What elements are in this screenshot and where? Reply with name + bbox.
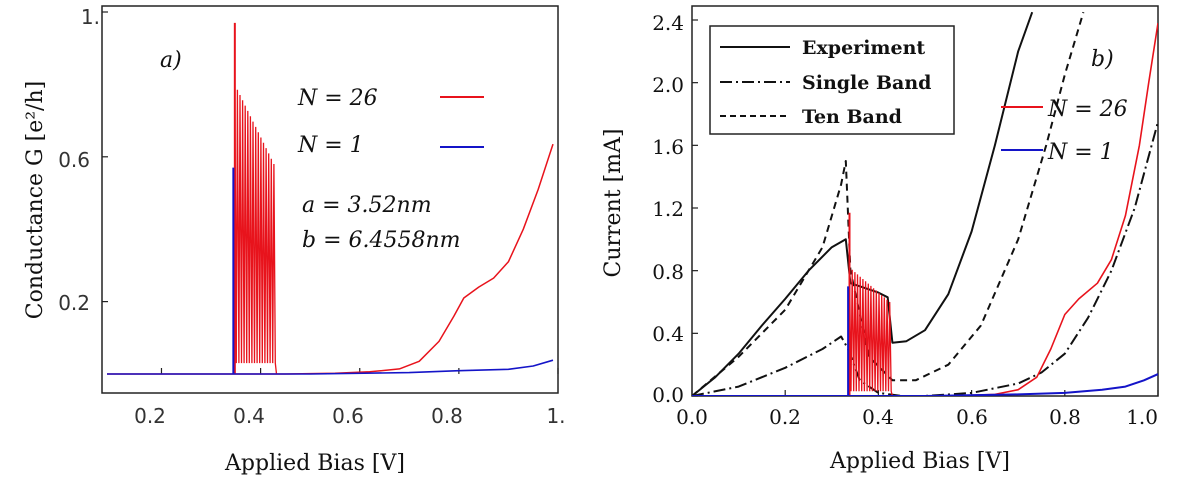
chart-a-annotation-b: b = 6.4558nm: [302, 228, 461, 253]
series-spikes-n26: [848, 267, 894, 396]
chart-b-xtick-label: 1.0: [1126, 405, 1158, 429]
chart-a-ytick-label: 0.6: [58, 148, 90, 172]
chart-b-xlabel: Applied Bias [V]: [829, 449, 1010, 474]
chart-b-ytick-label: 0.4: [652, 322, 684, 346]
chart-a-ytick-label: 1.: [81, 5, 100, 29]
series-spikes-n26: [234, 84, 278, 375]
chart-a-xlabel: Applied Bias [V]: [224, 451, 405, 476]
chart-b-ytick-label: 2.0: [652, 73, 684, 97]
chart-a-svg: 0.2 0.4 0.6 0.8 1. 0.2 0.6 1. Applied Bi…: [23, 5, 566, 476]
chart-b-xtick-label: 0.4: [862, 405, 894, 429]
legend-entry-single-band: Single Band: [802, 72, 931, 94]
chart-a-ylabel: Conductance G [e²/h]: [23, 81, 48, 319]
series-line-n1: [107, 359, 554, 375]
chart-b-xtick-label: 0.6: [956, 405, 988, 429]
chart-a-xtick-label: 0.8: [431, 404, 463, 428]
chart-b-plot-area: [692, 11, 1158, 396]
legend-entry-n26: N = 26: [1047, 97, 1128, 122]
chart-a-legend: N = 26 N = 1: [297, 86, 484, 158]
legend-entry-n1: N = 1: [297, 133, 364, 158]
chart-b-ytick-label: 2.4: [652, 11, 684, 35]
series-line-n1: [692, 373, 1158, 396]
legend-entry-n1: N = 1: [1047, 140, 1114, 165]
legend-entry-n26: N = 26: [297, 86, 378, 111]
series-line-experiment: [692, 11, 1034, 396]
series-line-single-band: [692, 121, 1158, 396]
chart-b-ytick-label: 1.6: [652, 135, 684, 159]
chart-b-legend-box: Experiment Single Band Ten Band: [709, 25, 955, 135]
chart-b-xtick-label: 0.2: [769, 405, 801, 429]
series-line-n26: [107, 143, 554, 375]
chart-b-xtick-label: 0.0: [676, 405, 708, 429]
chart-b-ytick-label: 1.2: [652, 197, 684, 221]
legend-entry-experiment: Experiment: [802, 37, 925, 59]
series-line-ten-band: [692, 11, 1085, 396]
chart-a-ytick-label: 0.2: [58, 291, 90, 315]
chart-b-ytick-label: 0.0: [652, 383, 684, 407]
chart-a-frame: [101, 5, 559, 394]
chart-a-panel-label: a): [160, 48, 182, 73]
chart-a-xtick-label: 0.2: [134, 404, 166, 428]
chart-a-annotation-a: a = 3.52nm: [302, 193, 432, 218]
chart-a-xtick-label: 0.6: [332, 404, 364, 428]
chart-a-xtick-label: 1.: [546, 404, 565, 428]
chart-b-svg: 0.0 0.4 0.8 1.2 1.6 2.0 2.4 0.0 0.2 0.4 …: [601, 5, 1159, 474]
chart-b-panel-label: b): [1091, 47, 1114, 72]
chart-panel-a: 0.2 0.4 0.6 0.8 1. 0.2 0.6 1. Applied Bi…: [23, 5, 566, 476]
chart-b-xtick-label: 0.8: [1049, 405, 1081, 429]
chart-b-legend-inset: N = 26 N = 1: [1001, 97, 1128, 165]
chart-panel-b: 0.0 0.4 0.8 1.2 1.6 2.0 2.4 0.0 0.2 0.4 …: [592, 0, 1183, 480]
chart-a-xtick-label: 0.4: [233, 404, 265, 428]
legend-entry-ten-band: Ten Band: [802, 106, 902, 128]
chart-b-ytick-label: 0.8: [652, 260, 684, 284]
chart-b-ylabel: Current [mA]: [601, 129, 626, 278]
